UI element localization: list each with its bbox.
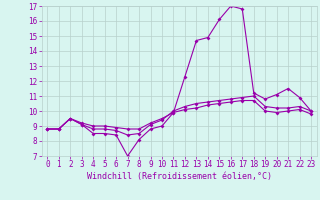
X-axis label: Windchill (Refroidissement éolien,°C): Windchill (Refroidissement éolien,°C)	[87, 172, 272, 181]
